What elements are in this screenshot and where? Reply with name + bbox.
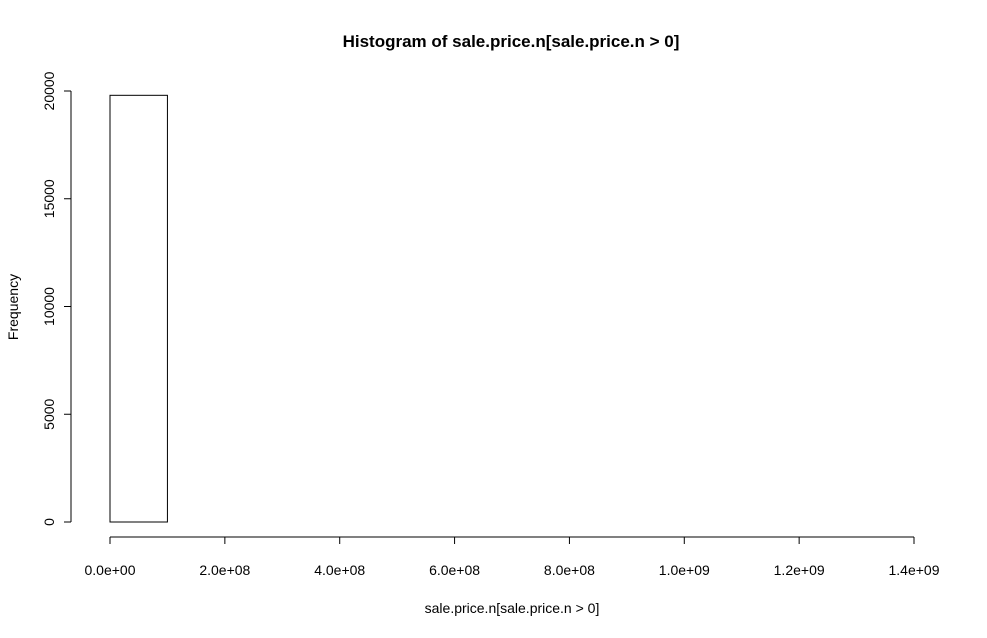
x-tick-label-6: 1.2e+09 [774, 562, 825, 578]
x-axis: 0.0e+00 2.0e+08 4.0e+08 6.0e+08 8.0e+08 1.0e+… [85, 536, 940, 578]
x-tick-label-0: 0.0e+00 [85, 562, 136, 578]
y-tick-label-2: 10000 [41, 287, 57, 326]
x-tick-label-2: 4.0e+08 [314, 562, 365, 578]
y-tick-label-1: 5000 [41, 398, 57, 429]
y-axis-label: Frequency [5, 274, 21, 340]
y-axis: 0 5000 10000 15000 20000 [41, 71, 72, 526]
histogram-bar-0 [109, 94, 168, 523]
y-tick-label-3: 15000 [41, 179, 57, 218]
x-axis-label: sale.price.n[sale.price.n > 0] [425, 600, 600, 616]
bars-group [109, 94, 168, 523]
chart-title: Histogram of sale.price.n[sale.price.n >… [343, 32, 680, 51]
y-tick-label-4: 20000 [41, 71, 57, 110]
x-tick-label-1: 2.0e+08 [199, 562, 250, 578]
y-tick-label-0: 0 [41, 518, 57, 526]
x-tick-label-3: 6.0e+08 [429, 562, 480, 578]
x-tick-label-5: 1.0e+09 [659, 562, 710, 578]
x-tick-label-4: 8.0e+08 [544, 562, 595, 578]
x-tick-label-7: 1.4e+09 [889, 562, 940, 578]
